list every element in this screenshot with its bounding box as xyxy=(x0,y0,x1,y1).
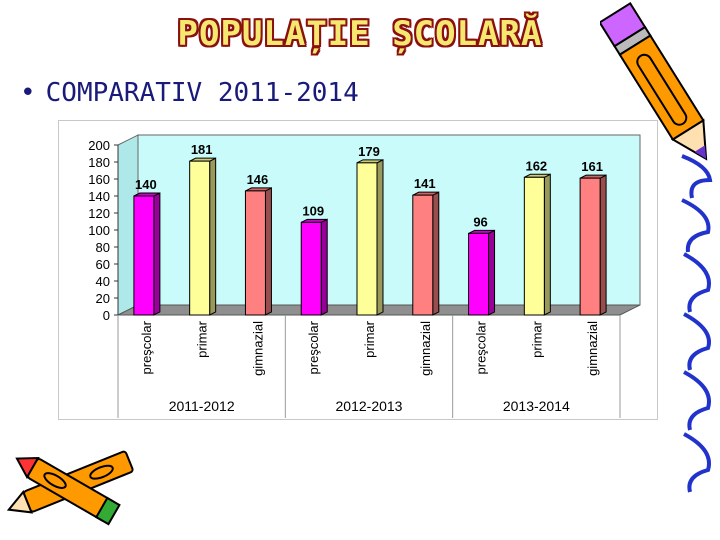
data-label: 96 xyxy=(473,214,487,229)
bar xyxy=(300,218,328,316)
bar-front xyxy=(133,195,155,316)
category-label: primar xyxy=(195,320,210,358)
bar xyxy=(412,191,440,316)
data-label: 162 xyxy=(525,158,547,173)
bar-front xyxy=(244,190,266,316)
y-tick-label: 60 xyxy=(96,257,110,272)
group-label: 2012-2013 xyxy=(336,398,403,414)
crayons-icon xyxy=(6,450,134,526)
category-label: gimnazial xyxy=(585,321,600,376)
bar xyxy=(523,173,551,316)
category-label: gimnazial xyxy=(250,321,265,376)
y-tick-label: 20 xyxy=(96,291,110,306)
y-tick-label: 80 xyxy=(96,240,110,255)
y-tick-label: 120 xyxy=(88,206,110,221)
bar xyxy=(468,229,496,316)
group-label: 2013-2014 xyxy=(503,398,570,414)
category-label: primar xyxy=(362,320,377,358)
y-tick-label: 180 xyxy=(88,155,110,170)
bar-front xyxy=(412,194,434,316)
category-label: preşcolar xyxy=(139,320,154,374)
bar xyxy=(579,174,607,316)
y-tick-label: 160 xyxy=(88,172,110,187)
category-label: gimnazial xyxy=(418,321,433,376)
pencil-icon xyxy=(600,1,708,161)
y-tick-label: 100 xyxy=(88,223,110,238)
bar-front xyxy=(579,177,601,316)
bar-front xyxy=(356,162,378,316)
bar-front xyxy=(300,221,322,316)
bar xyxy=(133,192,161,316)
spiral-binding-icon xyxy=(681,154,713,493)
group-label: 2011-2012 xyxy=(169,398,235,414)
bar-chart: 0 20 40 60 80 100 120 140 160 180 200 140 preşcolar 1… xyxy=(58,120,658,420)
bar-side xyxy=(320,218,328,316)
category-label: preşcolar xyxy=(474,320,489,374)
data-label: 181 xyxy=(191,142,213,157)
data-label: 146 xyxy=(247,172,269,187)
y-tick-label: 40 xyxy=(96,274,110,289)
category-label: primar xyxy=(529,320,544,358)
bar-side xyxy=(264,187,272,316)
subtitle-text: COMPARATIV 2011-2014 xyxy=(45,78,359,108)
bar-side xyxy=(153,192,161,316)
data-label: 141 xyxy=(414,176,436,191)
y-tick-label: 0 xyxy=(103,308,110,323)
slide-subtitle: • COMPARATIV 2011-2014 xyxy=(20,78,359,108)
bar-side xyxy=(488,229,496,316)
category-label: preşcolar xyxy=(306,320,321,374)
bar-side xyxy=(599,174,607,316)
slide-title: POPULAȚIE ȘCOLARĂ xyxy=(177,14,543,54)
bar-front xyxy=(523,176,545,316)
bar-side xyxy=(432,191,440,316)
y-tick-label: 140 xyxy=(88,189,110,204)
data-label: 140 xyxy=(135,177,157,192)
bar xyxy=(356,159,384,316)
bar xyxy=(189,157,217,316)
bullet: • xyxy=(20,78,36,108)
bar-front xyxy=(468,232,490,316)
bar-side xyxy=(209,157,217,316)
data-label: 109 xyxy=(302,203,324,218)
bar xyxy=(244,187,272,316)
y-tick-label: 200 xyxy=(88,138,110,153)
bar-side xyxy=(376,159,384,316)
data-label: 179 xyxy=(358,144,380,159)
bar-side xyxy=(543,173,551,316)
data-label: 161 xyxy=(581,159,603,174)
bar-front xyxy=(189,160,211,316)
